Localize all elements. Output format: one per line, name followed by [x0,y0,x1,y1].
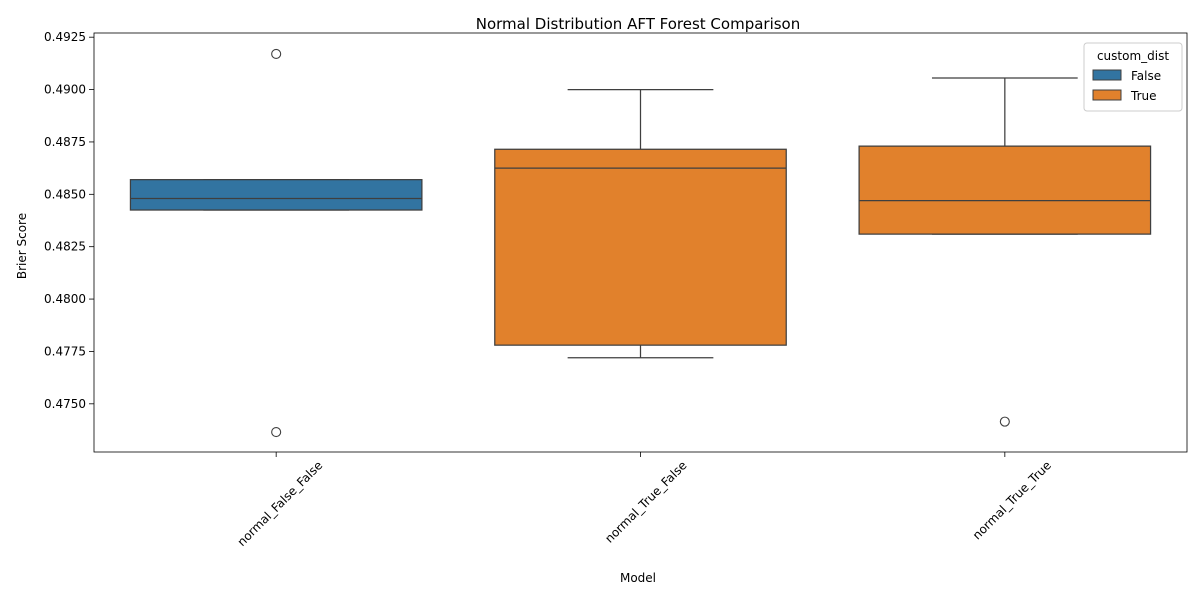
outlier-point [271,48,282,60]
box-group [129,48,423,438]
outlier-point [999,416,1010,427]
chart-title: Normal Distribution AFT Forest Compariso… [476,15,801,33]
x-axis-label: Model [620,571,656,585]
box-body [129,179,423,211]
y-tick-label: 0.4775 [44,344,86,358]
legend-entry-label: True [1130,89,1157,103]
box-group [494,88,787,359]
y-tick-label: 0.4925 [44,30,86,44]
y-tick-label: 0.4900 [44,83,86,97]
legend: custom_dist False True [1083,42,1183,112]
y-tick-label: 0.4800 [44,292,86,306]
legend-swatch [1092,89,1122,101]
y-tick-label: 0.4850 [44,187,86,201]
y-tick-label: 0.4750 [44,397,86,411]
box-group [858,77,1152,427]
legend-swatch [1092,69,1122,81]
legend-entry-label: False [1131,69,1161,83]
box-body [858,145,1152,235]
outlier-point [271,427,282,438]
y-tick-label: 0.4825 [44,240,86,254]
y-tick-label: 0.4875 [44,135,86,149]
box-body [494,148,787,346]
legend-title: custom_dist [1097,49,1169,63]
y-axis-label: Brier Score [15,213,29,279]
